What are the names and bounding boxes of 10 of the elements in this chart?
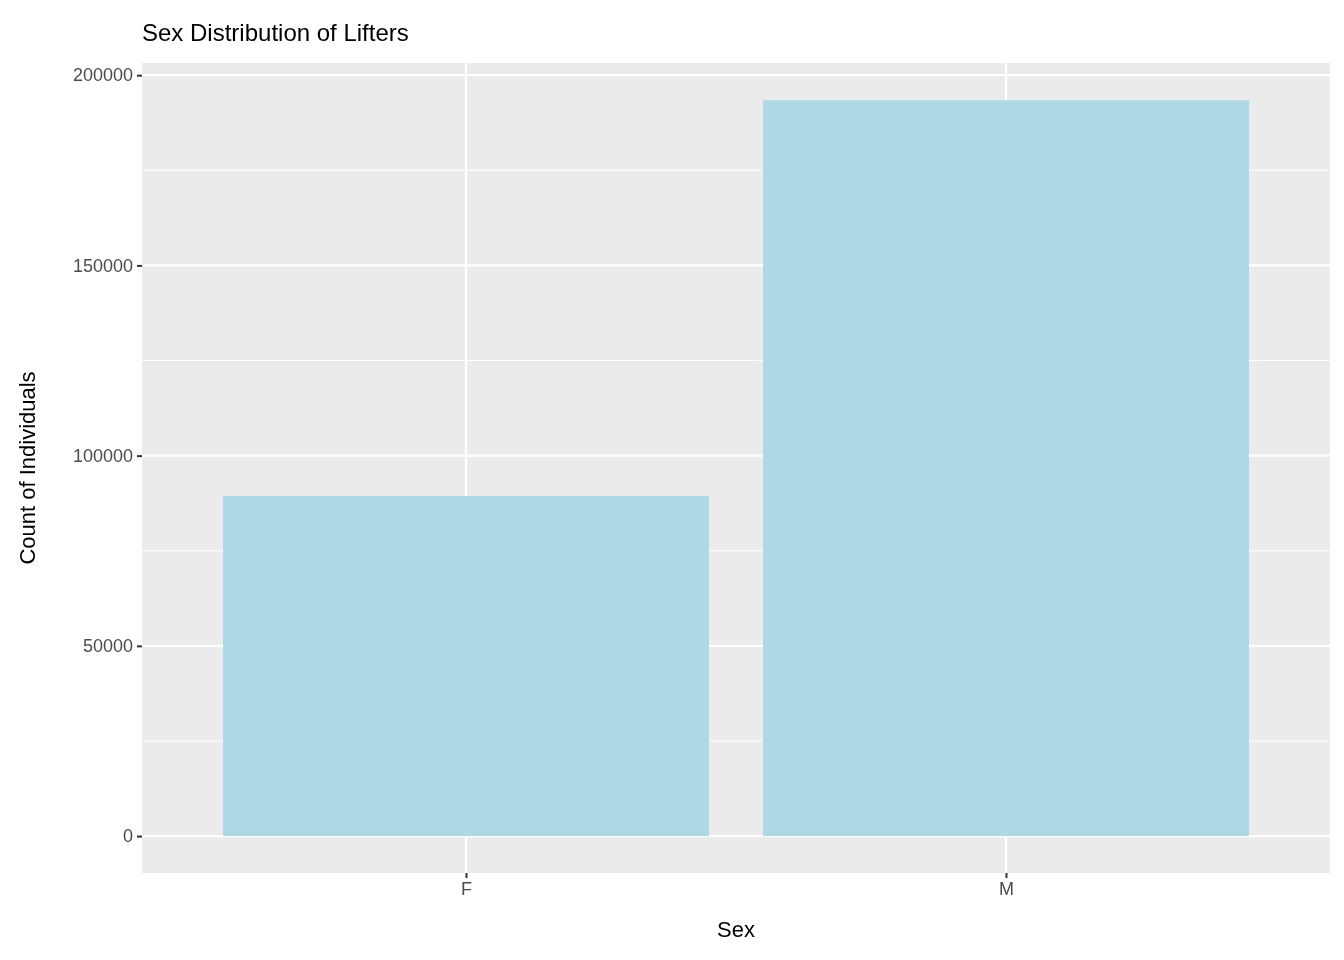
x-axis-title: Sex [717,917,755,942]
chart-title: Sex Distribution of Lifters [142,19,409,46]
y-tick-label: 0 [122,826,133,847]
x-tick-label: F [461,878,472,899]
y-tick-label: 200000 [72,65,133,86]
y-axis-title: Count of Individuals [15,371,40,565]
y-tick-label: 100000 [72,445,133,466]
y-tick-label: 150000 [72,255,133,276]
y-tick-label: 50000 [82,636,133,657]
x-tick-label: M [999,878,1014,899]
